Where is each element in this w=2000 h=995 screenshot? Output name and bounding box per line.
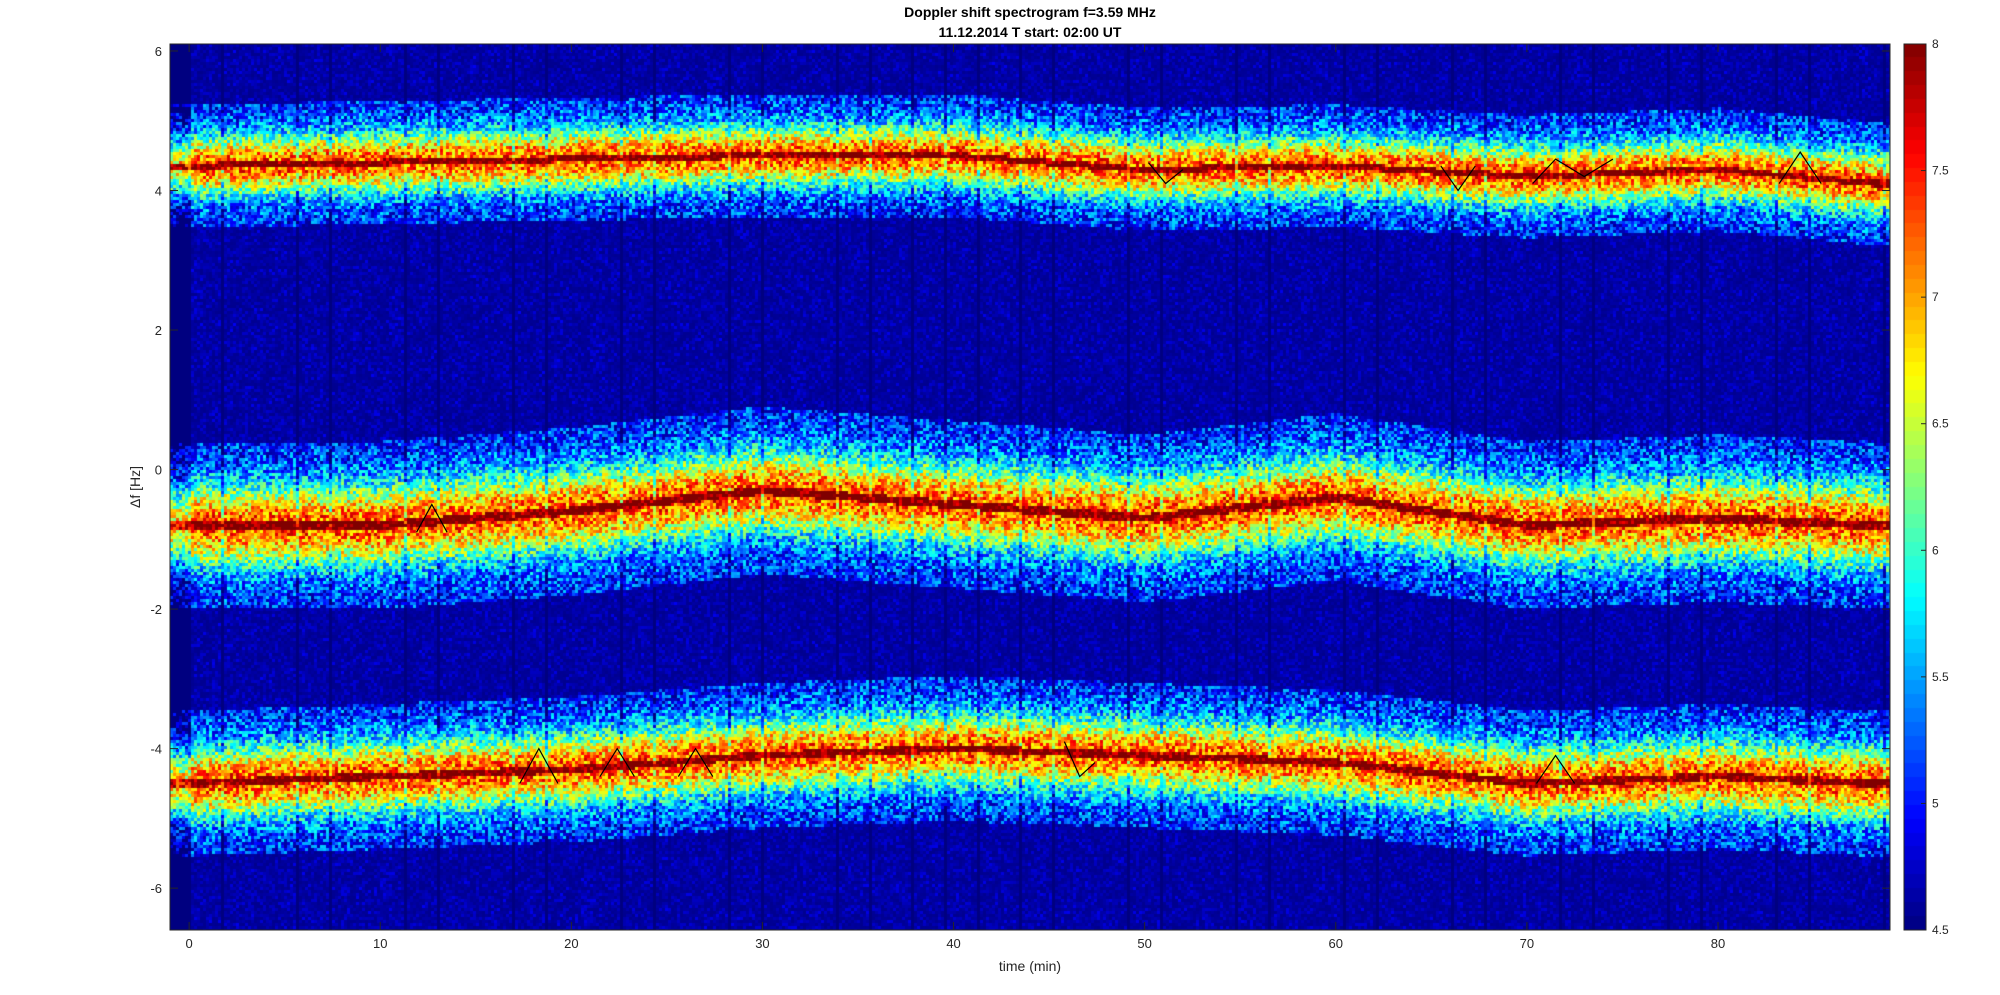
trace-line xyxy=(677,747,714,777)
x-tick-label: 30 xyxy=(755,936,769,951)
x-tick-label: 40 xyxy=(946,936,960,951)
plot-frame xyxy=(169,43,1891,931)
x-tick-label: 20 xyxy=(564,936,578,951)
x-tick-label: 70 xyxy=(1520,936,1534,951)
chart-subtitle: 11.12.2014 T start: 02:00 UT xyxy=(938,24,1122,40)
trace-line xyxy=(1778,151,1822,184)
colorbar-tick-label: 6 xyxy=(1932,543,1939,557)
trace-line xyxy=(1532,158,1614,184)
trace-line xyxy=(519,747,559,784)
trace-line xyxy=(1063,741,1096,778)
y-tick-label: 6 xyxy=(155,44,162,59)
colorbar-gradient xyxy=(1904,44,1926,930)
trace-line xyxy=(599,747,635,777)
trace-line xyxy=(416,503,448,533)
colorbar-tick-label: 5 xyxy=(1932,796,1939,810)
x-tick-label: 50 xyxy=(1137,936,1151,951)
colorbar-tick-label: 7 xyxy=(1932,290,1939,304)
x-axis-label: time (min) xyxy=(999,958,1061,974)
colorbar-tick-label: 4.5 xyxy=(1932,923,1949,937)
trace-line xyxy=(1440,165,1476,192)
trace-line xyxy=(1148,162,1184,185)
colorbar-tick-label: 7.5 xyxy=(1932,164,1949,178)
chart-title: Doppler shift spectrogram f=3.59 MHz xyxy=(904,4,1156,20)
colorbar-frame xyxy=(1903,43,1927,931)
x-tick-label: 0 xyxy=(185,936,192,951)
x-tick-label: 60 xyxy=(1329,936,1343,951)
x-tick-label: 80 xyxy=(1711,936,1725,951)
y-tick-label: 4 xyxy=(155,184,162,199)
y-tick-label: 0 xyxy=(155,463,162,478)
y-tick-label: -6 xyxy=(150,881,162,896)
colorbar-tick-label: 5.5 xyxy=(1932,670,1949,684)
y-tick-label: -4 xyxy=(150,742,162,757)
y-axis-label: Δf [Hz] xyxy=(127,466,143,508)
y-tick-label: 2 xyxy=(155,323,162,338)
colorbar-tick-label: 8 xyxy=(1932,37,1939,51)
y-tick-label: -2 xyxy=(150,602,162,617)
colorbar-tick-label: 6.5 xyxy=(1932,417,1949,431)
spectrogram-image xyxy=(170,44,1890,930)
trace-line xyxy=(1535,754,1576,784)
x-tick-label: 10 xyxy=(373,936,387,951)
